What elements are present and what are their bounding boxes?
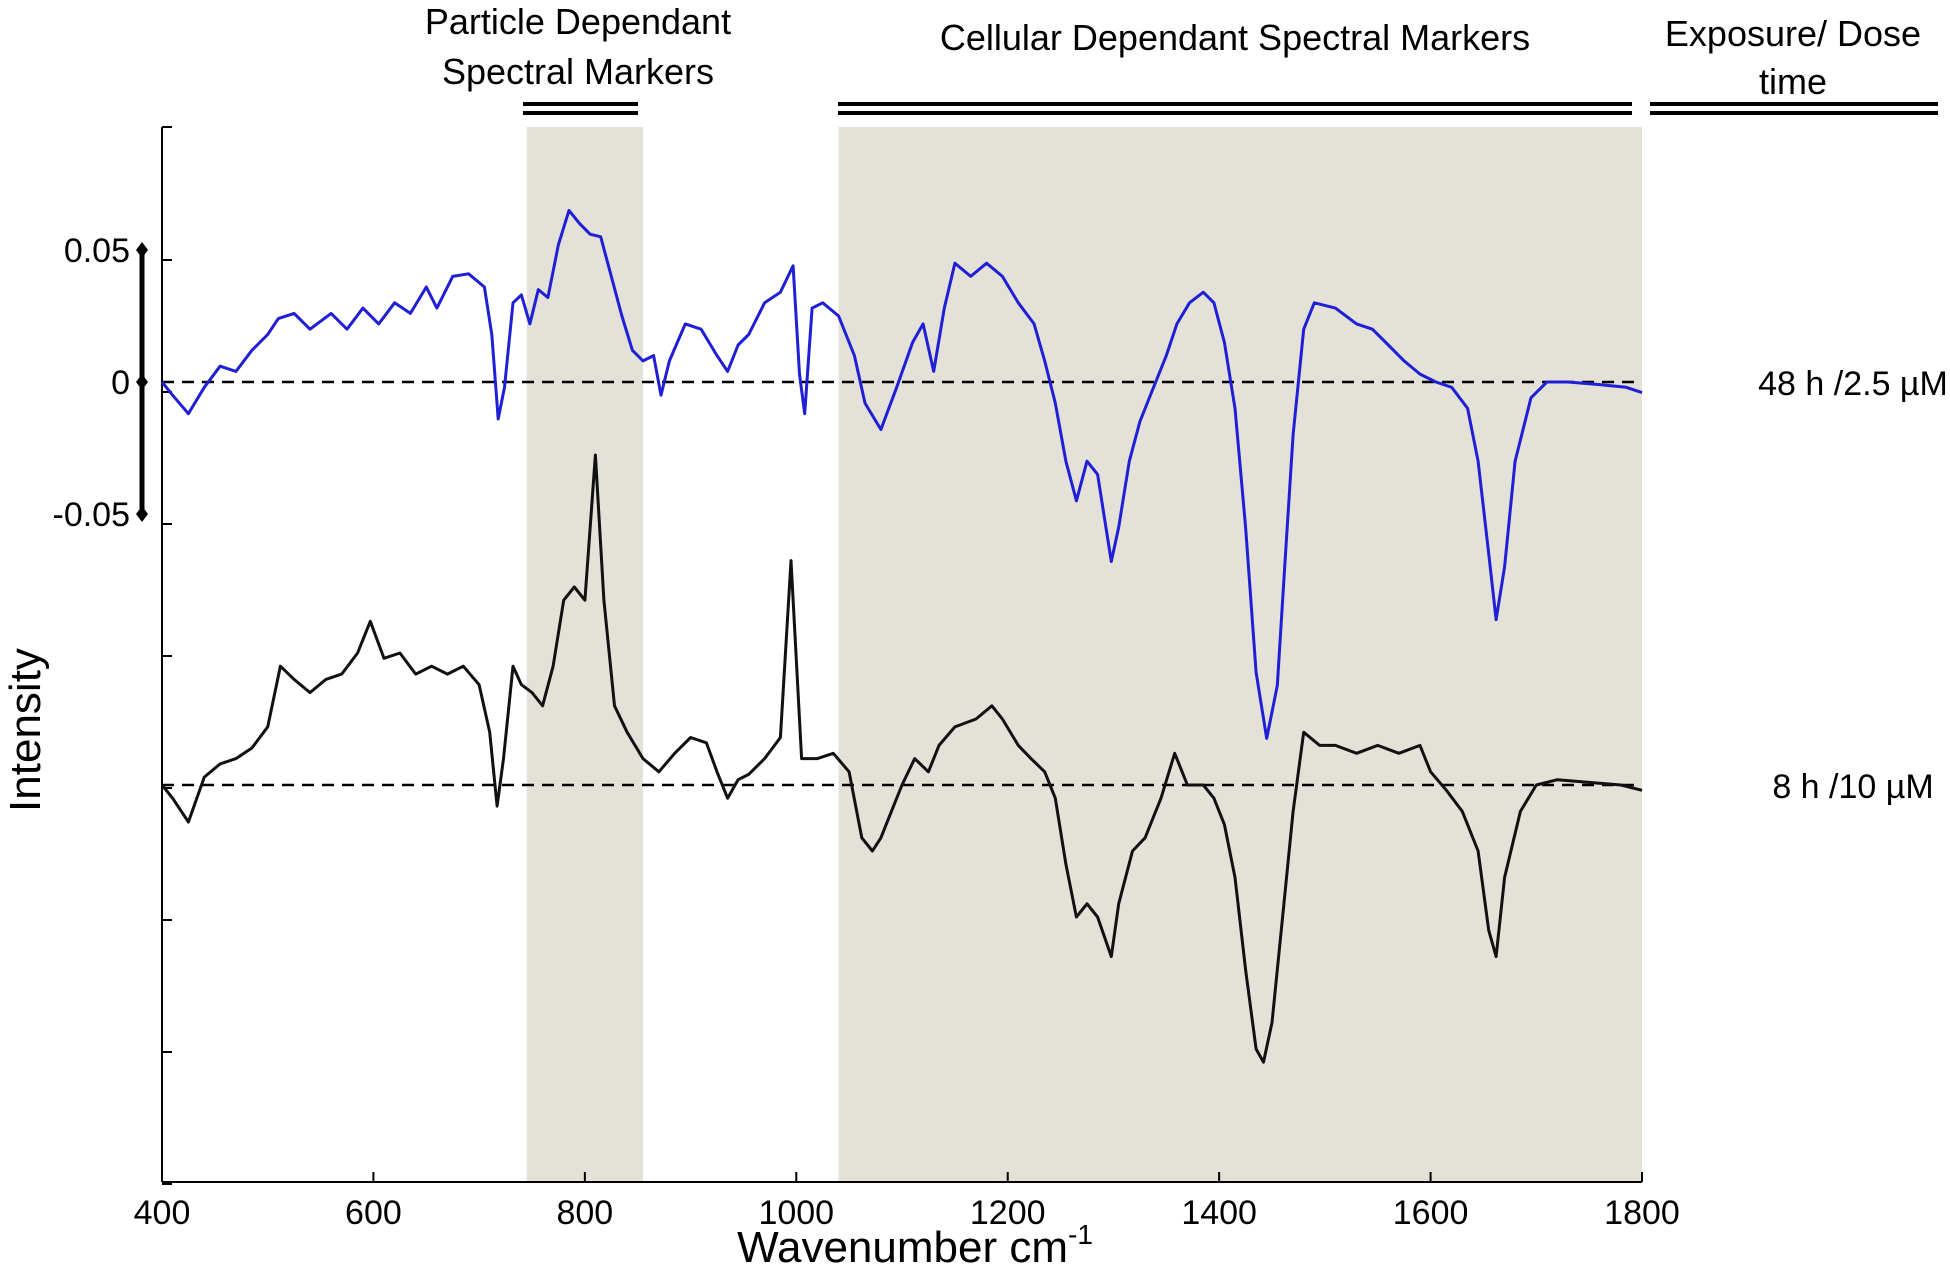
series-labels: 48 h /2.5 µM 8 h /10 µM bbox=[1758, 365, 1948, 806]
y-axis-label: Intensity bbox=[1, 648, 50, 812]
exposure-header-line-2: time bbox=[1759, 61, 1827, 102]
x-axis-label-main: Wavenumber cm bbox=[737, 1223, 1068, 1272]
x-axis-label-superscript: -1 bbox=[1068, 1219, 1093, 1250]
x-tick-label-400: 400 bbox=[134, 1194, 191, 1232]
x-tick-label-1800: 1800 bbox=[1604, 1194, 1680, 1232]
intensity-scale-bar: 0.05 0 -0.05 bbox=[53, 232, 148, 534]
particle-region-header: Particle Dependant Spectral Markers bbox=[425, 1, 731, 115]
spectra-series bbox=[160, 208, 1643, 1064]
shaded-region-1 bbox=[838, 127, 1642, 1182]
shaded-regions bbox=[526, 127, 1642, 1182]
scale-bar-label: 0 bbox=[111, 364, 130, 402]
x-tick-label-800: 800 bbox=[556, 1194, 613, 1232]
series-label-0: 48 h /2.5 µM bbox=[1758, 365, 1948, 403]
particle-header-line-2: Spectral Markers bbox=[442, 51, 714, 92]
series-label-1: 8 h /10 µM bbox=[1772, 768, 1933, 806]
scale-bar-marker bbox=[136, 242, 148, 258]
x-tick-label-1000: 1000 bbox=[758, 1194, 834, 1232]
scale-bar-label: -0.05 bbox=[53, 496, 131, 534]
scale-bar-marker bbox=[136, 506, 148, 522]
scale-bar-label: 0.05 bbox=[64, 232, 130, 270]
particle-header-line-1: Particle Dependant bbox=[425, 1, 731, 42]
exposure-header-line-1: Exposure/ Dose bbox=[1665, 13, 1921, 54]
x-axis-label: Wavenumber cm-1 bbox=[737, 1219, 1093, 1272]
x-tick-label-1200: 1200 bbox=[970, 1194, 1046, 1232]
y-axis-ticks bbox=[162, 126, 172, 1185]
exposure-header: Exposure/ Dose time bbox=[1650, 13, 1938, 115]
cellular-region-header: Cellular Dependant Spectral Markers bbox=[838, 17, 1632, 115]
series-line-0 bbox=[160, 208, 1643, 740]
series-line-1 bbox=[160, 453, 1643, 1064]
x-tick-label-1600: 1600 bbox=[1393, 1194, 1469, 1232]
x-axis-ticks: 400 600 800 1000 1200 1400 1600 1800 bbox=[134, 1172, 1680, 1232]
x-tick-label-1400: 1400 bbox=[1181, 1194, 1257, 1232]
scale-bar-marker bbox=[136, 374, 148, 390]
x-axis: 400 600 800 1000 1200 1400 1600 1800 bbox=[134, 1172, 1680, 1232]
cellular-header-line-1: Cellular Dependant Spectral Markers bbox=[940, 17, 1530, 58]
x-tick-label-600: 600 bbox=[345, 1194, 402, 1232]
y-axis bbox=[161, 126, 172, 1185]
shaded-region-0 bbox=[526, 127, 643, 1182]
